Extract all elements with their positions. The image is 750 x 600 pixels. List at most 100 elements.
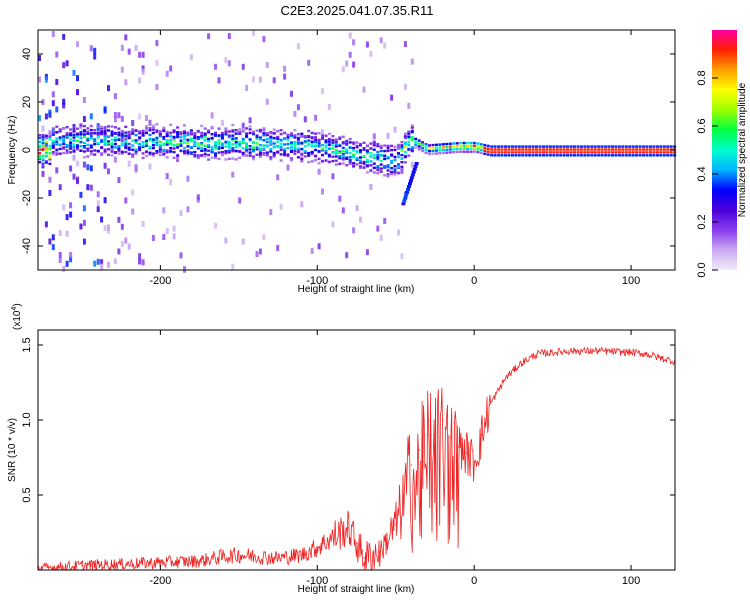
spectrogram-cell bbox=[272, 151, 276, 155]
spectrogram-cell bbox=[138, 130, 142, 133]
spectrogram-cell bbox=[183, 134, 186, 137]
spectrogram-cell bbox=[100, 152, 104, 155]
spectrogram-cell bbox=[341, 162, 345, 165]
colorbar-tick-label: 0.4 bbox=[696, 166, 708, 181]
spectrogram-cell bbox=[566, 148, 570, 151]
spectrogram-cell bbox=[258, 128, 262, 132]
spectrogram-cell bbox=[310, 145, 314, 148]
spectrogram-cell bbox=[314, 144, 318, 147]
spectrogram-cell bbox=[517, 148, 521, 151]
noise-cell bbox=[293, 110, 297, 117]
spectrogram-cell bbox=[269, 142, 273, 145]
spectrogram-cell bbox=[158, 148, 162, 151]
spectrogram-cell bbox=[162, 152, 166, 155]
spectrogram-cell bbox=[407, 143, 411, 147]
spectrogram-cell bbox=[162, 126, 166, 129]
noise-cell bbox=[44, 76, 48, 83]
noise-cell bbox=[407, 102, 411, 109]
spectrogram-cell bbox=[348, 141, 352, 144]
spectrogram-cell bbox=[48, 162, 52, 165]
spectrogram-cell bbox=[535, 148, 538, 151]
spectrogram-cell bbox=[300, 147, 304, 151]
spectrogram-cell bbox=[183, 131, 186, 135]
spectrogram-cell bbox=[41, 140, 45, 143]
spectrogram-cell bbox=[324, 152, 328, 155]
spectrogram-cell bbox=[486, 150, 490, 153]
colorbar-label: Normalized spectral amplitude bbox=[737, 82, 748, 217]
spectrogram-cell bbox=[283, 143, 287, 146]
spectrogram-cell bbox=[62, 146, 66, 149]
noise-cell bbox=[93, 47, 97, 54]
spectrogram-cell bbox=[241, 129, 245, 132]
spectrogram-cell bbox=[252, 158, 255, 161]
spectrogram-cell bbox=[352, 153, 356, 156]
spectrogram-cell bbox=[210, 146, 214, 149]
spectrogram-cell bbox=[272, 146, 276, 149]
spectrogram-cell bbox=[334, 138, 338, 141]
spectrogram-cell bbox=[317, 138, 321, 142]
spectrogram-cell bbox=[655, 154, 659, 157]
spectrogram-cell bbox=[341, 135, 345, 138]
spectrogram-cell bbox=[245, 146, 249, 150]
spectrogram-cell bbox=[279, 132, 283, 136]
spectrogram-cell bbox=[186, 151, 190, 154]
noise-cell bbox=[76, 41, 79, 48]
spectrogram-cell bbox=[593, 154, 597, 157]
spectrogram-cell bbox=[376, 168, 380, 172]
spectrogram-cell bbox=[265, 137, 269, 141]
spectrogram-cell bbox=[110, 142, 114, 145]
noise-cell bbox=[82, 161, 86, 168]
spectrogram-cell bbox=[569, 148, 573, 151]
spectrogram-cell bbox=[390, 153, 394, 156]
spectrogram-cell bbox=[44, 160, 48, 163]
spectrogram-cell bbox=[321, 144, 324, 147]
spectrogram-cell bbox=[552, 145, 556, 148]
spectrogram-cell bbox=[176, 154, 180, 157]
spectrogram-cell bbox=[276, 150, 280, 153]
spectrogram-cell bbox=[169, 135, 173, 138]
noise-cell bbox=[372, 133, 376, 140]
spectrogram-cell bbox=[69, 144, 73, 147]
spectrogram-cell bbox=[369, 169, 373, 172]
spectrogram-cell bbox=[469, 147, 473, 150]
spectrogram-x-tick-label: 100 bbox=[622, 275, 640, 287]
spectrogram-cell bbox=[355, 141, 359, 144]
noise-cell bbox=[127, 243, 131, 250]
snr-data-point bbox=[301, 554, 303, 556]
spectrogram-cell bbox=[248, 131, 252, 135]
spectrogram-cell bbox=[100, 140, 104, 143]
spectrogram-cell bbox=[296, 136, 300, 140]
spectrogram-cell bbox=[352, 165, 356, 168]
spectrogram-cell bbox=[552, 148, 556, 151]
spectrogram-streak-cell bbox=[411, 170, 416, 174]
noise-cell bbox=[113, 258, 117, 265]
spectrogram-cell bbox=[155, 129, 159, 132]
spectrogram-cell bbox=[400, 144, 404, 147]
spectrogram-cell bbox=[141, 144, 145, 147]
spectrogram-cell bbox=[414, 143, 418, 146]
noise-cell bbox=[300, 201, 304, 208]
noise-cell bbox=[327, 104, 331, 110]
spectrogram-cell bbox=[258, 147, 262, 150]
spectrogram-cell bbox=[562, 148, 566, 151]
noise-cell bbox=[62, 266, 66, 272]
spectrogram-cell bbox=[51, 142, 55, 145]
noise-cell bbox=[86, 184, 90, 191]
spectrogram-cell bbox=[117, 134, 121, 137]
spectrogram-cell bbox=[117, 147, 121, 150]
spectrogram-cell bbox=[573, 145, 576, 148]
spectrogram-cell bbox=[200, 142, 204, 145]
spectrogram-cell bbox=[448, 148, 452, 151]
noise-cell bbox=[155, 59, 159, 66]
spectrogram-cell bbox=[579, 154, 583, 157]
spectrogram-cell bbox=[403, 151, 407, 154]
spectrogram-cell bbox=[151, 146, 155, 150]
spectrogram-cell bbox=[507, 151, 511, 154]
spectrogram-cell bbox=[652, 151, 656, 154]
spectrogram-cell bbox=[573, 151, 576, 154]
spectrogram-cell bbox=[341, 154, 345, 157]
spectrogram-cell bbox=[466, 144, 469, 148]
spectrogram-cell bbox=[131, 144, 135, 148]
noise-cell bbox=[76, 89, 79, 96]
spectrogram-cell bbox=[638, 148, 642, 151]
